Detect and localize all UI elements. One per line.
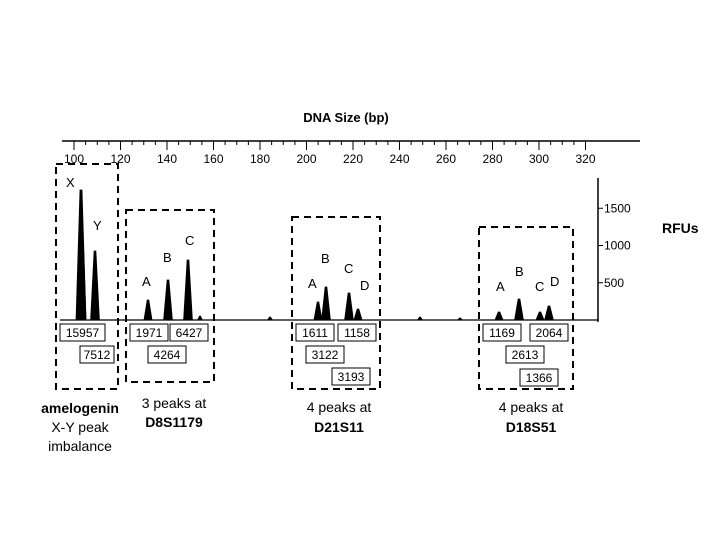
peak-label-y: Y [93,218,102,233]
d8s1179-caption-1: 3 peaks at [142,395,207,411]
top-tick-label: 300 [529,152,549,166]
right-tick-label: 1000 [604,239,631,253]
d18s51-peak-label-b: B [515,264,524,279]
peak [143,299,153,321]
value-1971: 1971 [136,326,163,340]
value-box-1611 [295,323,335,342]
d21s11-locus: A B C D 1611 1158 3122 3193 4 peaks at D… [295,251,377,435]
value-15957: 15957 [66,326,100,340]
top-axis-title: DNA Size (bp) [303,110,388,125]
peak [344,292,354,321]
d18s51-peak-label-c: C [535,279,544,294]
value-box-1366 [519,368,559,387]
d21s11-peak-label-d: D [360,278,369,293]
d18s51-peak-label-a: A [496,279,505,294]
top-tick-label: 160 [203,152,223,166]
d18s51-caption-1: 4 peaks at [499,399,564,415]
peaks [75,189,554,321]
value-3122: 3122 [312,348,339,362]
d8s1179-locus: A B C 1971 6427 4264 3 peaks at D8S1179 [129,233,209,430]
d21s11-peak-label-b: B [321,251,330,266]
peak [267,316,273,321]
right-tick-label: 1500 [604,201,631,215]
top-tick-label: 180 [250,152,270,166]
peak [514,298,524,321]
peak [457,317,463,321]
d8s1179-peak-label-a: A [142,274,151,289]
top-axis: DNA Size (bp) 100 120 140 160 180 200 220 240 26… [62,110,640,166]
d18s51-peak-label-d: D [550,274,559,289]
top-tick-label: 240 [389,152,409,166]
top-tick-label: 320 [575,152,595,166]
value-2613: 2613 [512,348,539,362]
top-tick-label: 120 [110,152,130,166]
value-4264: 4264 [154,348,181,362]
d18s51-caption-2: D18S51 [506,419,557,435]
right-axis: 1500 1000 500 RFUs [597,178,699,322]
value-1158: 1158 [344,326,370,340]
amelogenin-locus: X Y 15957 7512 amelogenin X-Y peak imbal… [41,175,119,454]
top-tick-label: 140 [157,152,177,166]
peak [197,315,203,321]
amelogenin-caption-3: imbalance [48,438,112,454]
value-box-1169 [482,323,522,342]
top-tick-label: 220 [343,152,363,166]
peak [321,286,331,321]
peak [79,249,87,321]
peak-label-x: X [66,175,75,190]
d21s11-peak-label-a: A [308,276,317,291]
value-1611: 1611 [302,326,328,340]
value-box-6427 [169,323,209,342]
peak [90,250,100,321]
value-box-3193 [331,367,371,386]
d8s1179-dashed-box [125,209,215,383]
value-1169: 1169 [489,326,515,340]
d18s51-locus: A B C D 1169 2064 2613 1366 4 peaks at D… [482,264,569,435]
d18s51-dashed-box [478,226,574,390]
top-tick-label: 200 [296,152,316,166]
value-box-2613 [505,345,545,364]
value-box-2064 [529,323,569,342]
peak [544,305,554,321]
right-tick-label: 500 [604,276,624,290]
d8s1179-peak-label-c: C [185,233,194,248]
peak [535,311,545,321]
value-1366: 1366 [526,371,553,385]
value-box-7512 [79,345,115,364]
top-axis-ticks: 100 120 140 160 180 200 220 240 260 280 300 320 [64,141,596,166]
d21s11-peak-label-c: C [344,261,353,276]
peak [494,311,504,321]
value-box-15957 [59,323,106,342]
d8s1179-peak-label-b: B [163,250,172,265]
value-6427: 6427 [176,326,203,340]
peak [183,259,193,321]
d21s11-dashed-box [291,216,381,390]
value-box-1158 [337,323,377,342]
value-2064: 2064 [536,326,563,340]
right-axis-title: RFUs [662,220,699,236]
amelogenin-dashed-box [55,163,119,390]
peak [163,279,173,321]
right-axis-ticks: 1500 1000 500 [598,201,631,290]
top-tick-label: 260 [436,152,456,166]
top-tick-label: 280 [482,152,502,166]
d21s11-caption-1: 4 peaks at [307,399,372,415]
top-tick-label: 100 [64,152,84,166]
value-box-1971 [129,323,169,342]
peak [353,308,363,321]
peak [417,316,423,321]
value-box-4264 [147,345,187,364]
value-box-3122 [305,345,345,364]
amelogenin-caption-1: amelogenin [41,400,119,416]
d8s1179-caption-2: D8S1179 [145,414,203,430]
d21s11-caption-2: D21S11 [314,419,364,435]
value-7512: 7512 [84,348,111,362]
value-3193: 3193 [338,370,365,384]
peak [313,301,323,321]
amelogenin-caption-2: X-Y peak [51,419,109,435]
